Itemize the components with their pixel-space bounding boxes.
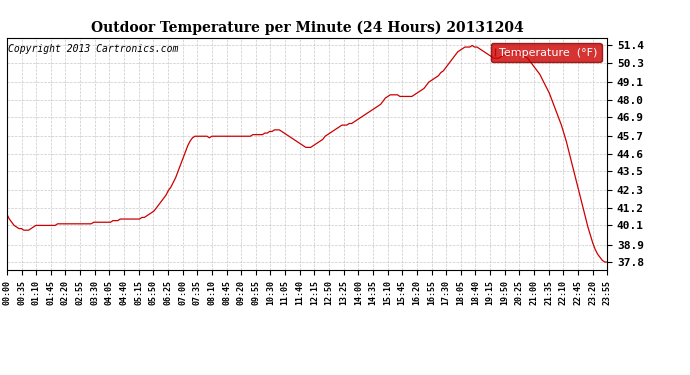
Text: Copyright 2013 Cartronics.com: Copyright 2013 Cartronics.com xyxy=(8,45,179,54)
Title: Outdoor Temperature per Minute (24 Hours) 20131204: Outdoor Temperature per Minute (24 Hours… xyxy=(90,21,524,35)
Legend: Temperature  (°F): Temperature (°F) xyxy=(491,43,602,62)
